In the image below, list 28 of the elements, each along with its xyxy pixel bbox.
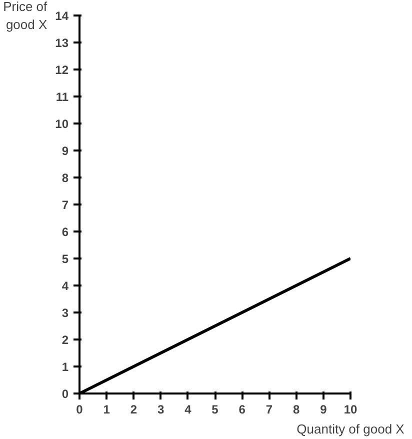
y-axis-title: Price of good X xyxy=(3,0,48,32)
y-tick-label: 4 xyxy=(62,279,69,293)
x-tick-label: 0 xyxy=(76,402,84,416)
y-tick-label: 1 xyxy=(62,360,69,374)
x-tick-label: 3 xyxy=(157,402,164,416)
x-axis-title: Quantity of good X xyxy=(296,422,405,436)
y-tick-label: 2 xyxy=(62,333,69,347)
x-tick-label: 2 xyxy=(130,402,138,416)
y-tick-label: 14 xyxy=(55,9,69,23)
y-tick-label: 8 xyxy=(62,171,69,185)
y-tick-label: 5 xyxy=(62,252,69,266)
y-tick-label: 7 xyxy=(62,198,69,212)
y-tick-label: 9 xyxy=(62,144,69,158)
y-tick-label: 12 xyxy=(55,63,69,77)
x-tick-label: 5 xyxy=(212,402,219,416)
x-tick-label: 6 xyxy=(238,402,246,416)
x-tick-label: 1 xyxy=(103,402,110,416)
y-tick-label: 3 xyxy=(62,306,69,320)
y-tick-label: 10 xyxy=(55,117,69,131)
x-tick-label: 8 xyxy=(292,402,300,416)
y-tick-label: 6 xyxy=(62,225,69,239)
x-tick-label: 7 xyxy=(266,402,273,416)
x-tick-label: 10 xyxy=(344,402,358,416)
y-tick-label: 13 xyxy=(55,36,69,50)
y-tick-label: 11 xyxy=(56,90,69,104)
x-tick-label: 4 xyxy=(184,402,192,416)
y-tick-label: 0 xyxy=(62,387,69,401)
x-tick-label: 9 xyxy=(320,402,328,416)
